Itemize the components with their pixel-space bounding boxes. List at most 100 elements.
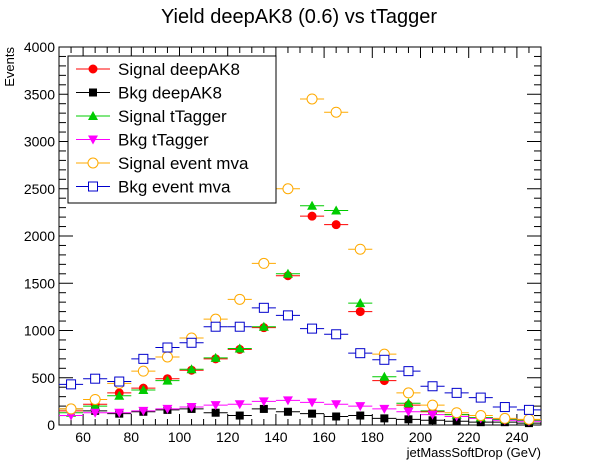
data-point: [308, 409, 317, 418]
x-tick-label: 100: [168, 429, 192, 445]
data-point: [161, 351, 173, 363]
legend-marker: [89, 88, 97, 97]
data-point: [499, 412, 511, 424]
data-point: [307, 200, 318, 210]
data-point: [307, 323, 318, 334]
legend-marker: [88, 64, 98, 74]
data-point: [283, 407, 292, 416]
series-5: [59, 302, 541, 415]
legend: Signal deepAK8 Bkg deepAK8 Signal tTagger B…: [67, 55, 277, 204]
x-tick-label: 220: [457, 429, 481, 445]
data-point: [355, 307, 365, 317]
data-point: [211, 408, 220, 417]
legend-label: Bkg deepAK8: [118, 84, 222, 103]
data-point: [114, 376, 125, 387]
data-point: [210, 321, 221, 332]
legend-entry: Signal deepAK8: [76, 60, 240, 79]
data-point: [427, 399, 439, 411]
data-point: [162, 375, 173, 385]
data-point: [90, 401, 101, 411]
legend-label: Signal tTagger: [118, 107, 227, 126]
data-point: [234, 400, 245, 410]
y-tick-label: 1500: [24, 275, 55, 291]
data-point: [234, 321, 245, 332]
data-point: [234, 343, 245, 353]
y-tick-label: 2500: [24, 181, 55, 197]
data-point: [234, 293, 246, 305]
data-point: [258, 302, 269, 313]
data-point: [354, 243, 366, 255]
data-point: [331, 220, 341, 230]
legend-label: Bkg event mva: [118, 178, 231, 197]
data-point: [355, 298, 366, 308]
data-point: [162, 342, 173, 353]
legend-entry: Signal event mva: [76, 154, 249, 173]
data-point: [331, 400, 342, 410]
data-point: [137, 365, 149, 377]
data-point: [90, 408, 101, 418]
data-point: [379, 404, 390, 414]
data-point: [451, 387, 462, 398]
data-point: [379, 354, 390, 365]
y-axis-label: Events: [2, 47, 17, 87]
x-tick-label: 120: [216, 429, 240, 445]
data-point: [89, 393, 101, 405]
data-point: [427, 410, 438, 420]
data-point: [259, 404, 268, 413]
y-tick-label: 3000: [24, 134, 55, 150]
legend-entry: Bkg deepAK8: [76, 84, 222, 103]
data-point: [403, 407, 414, 417]
legend-label: Bkg tTagger: [118, 131, 209, 150]
legend-entry: Bkg tTagger: [76, 131, 209, 150]
x-tick-label: 160: [312, 429, 336, 445]
data-point: [282, 268, 293, 278]
data-point: [114, 390, 125, 400]
x-axis-label: jetMassSoftDrop (GeV): [406, 445, 541, 460]
series-layer: [59, 93, 541, 428]
x-tick-label: 60: [75, 429, 91, 445]
data-point: [307, 398, 318, 408]
data-point: [186, 403, 197, 413]
data-point: [210, 401, 221, 411]
x-tick-label: 180: [361, 429, 385, 445]
legend-marker: [87, 157, 99, 169]
data-point: [138, 406, 149, 416]
data-point: [379, 371, 390, 381]
legend-marker: [88, 135, 98, 145]
data-point: [210, 352, 221, 362]
y-tick-label: 500: [32, 370, 56, 386]
data-point: [66, 379, 77, 390]
data-point: [499, 402, 510, 413]
data-point: [90, 373, 101, 384]
legend-marker: [88, 181, 98, 192]
data-point: [475, 410, 487, 422]
data-point: [475, 392, 486, 403]
x-tick-label: 240: [505, 429, 529, 445]
data-point: [403, 366, 414, 377]
y-tick-label: 2000: [24, 228, 55, 244]
data-point: [331, 329, 342, 340]
data-point: [258, 321, 269, 331]
data-point: [138, 353, 149, 364]
data-point: [451, 407, 463, 419]
data-point: [65, 403, 77, 415]
data-point: [332, 412, 341, 421]
data-point: [427, 381, 438, 392]
legend-box: [67, 55, 277, 204]
legend-label: Signal deepAK8: [118, 60, 240, 79]
data-point: [114, 408, 125, 418]
chart-title: Yield deepAK8 (0.6) vs tTagger: [161, 6, 437, 28]
data-point: [403, 398, 414, 408]
y-tick-label: 1000: [24, 323, 55, 339]
y-tick-label: 4000: [24, 39, 55, 55]
data-point: [138, 385, 149, 395]
data-point: [356, 411, 365, 420]
x-tick-label: 80: [124, 429, 140, 445]
data-point: [186, 364, 197, 374]
legend-entry: Signal tTagger: [76, 107, 227, 126]
data-point: [355, 348, 366, 359]
y-tick-label: 0: [47, 417, 55, 433]
data-point: [428, 416, 437, 425]
legend-label: Signal event mva: [118, 154, 249, 173]
